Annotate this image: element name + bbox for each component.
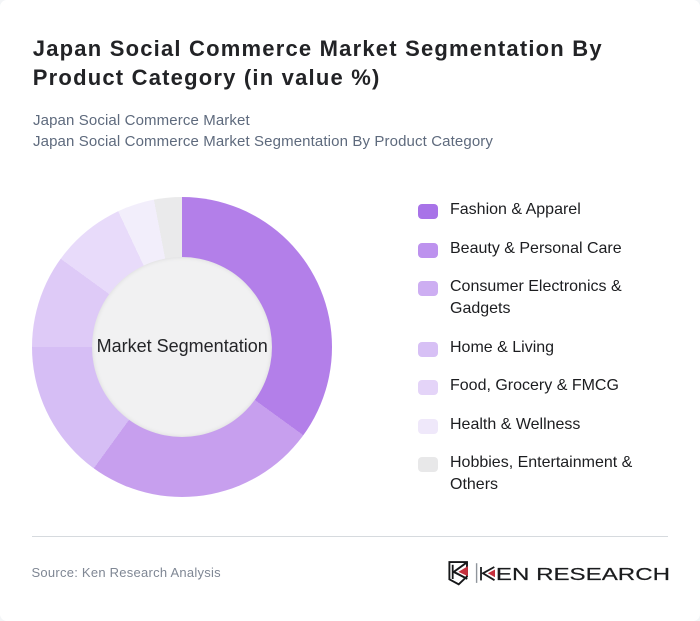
svg-text:EN RESEARCH: EN RESEARCH: [496, 564, 670, 584]
